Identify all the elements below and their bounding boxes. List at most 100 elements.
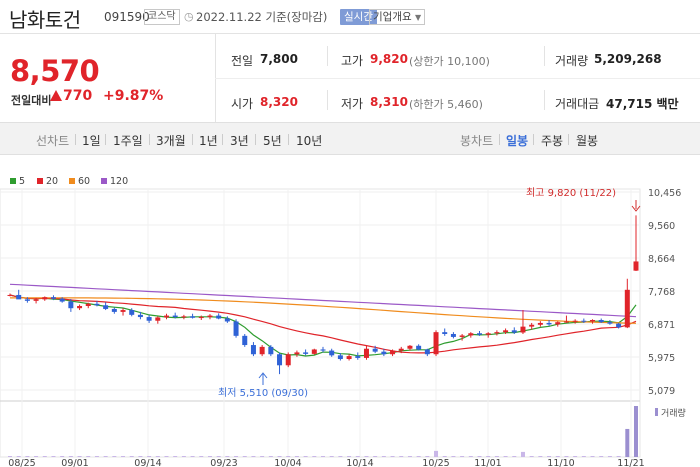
candle-body xyxy=(520,326,526,333)
company-info-dropdown[interactable]: 기업개요 ▼ xyxy=(369,9,426,25)
candle-body xyxy=(111,308,117,312)
legend-item-ma120: 120 xyxy=(101,176,128,187)
volume-bar xyxy=(529,456,534,457)
volume-bar xyxy=(425,456,430,457)
candle-body xyxy=(442,332,448,334)
candle-body xyxy=(503,330,509,333)
volume-bar xyxy=(181,456,186,457)
volume-bar xyxy=(381,456,386,457)
candle-body xyxy=(450,333,456,337)
volume-bar xyxy=(251,456,256,457)
volume-bar xyxy=(8,456,12,457)
candle-body xyxy=(224,318,230,322)
tab-3years[interactable]: 3년 xyxy=(230,134,249,148)
tab-line-chart[interactable]: 선차트 xyxy=(36,134,70,148)
stock-name: 남화토건 xyxy=(9,8,81,32)
candle-body xyxy=(33,299,39,301)
volume-bar xyxy=(164,456,169,457)
volume-bar xyxy=(190,456,195,457)
volume-bar xyxy=(103,456,108,457)
candle-body xyxy=(555,322,561,325)
candle-body xyxy=(120,310,126,312)
tab-weekly[interactable]: 주봉 xyxy=(541,134,564,148)
candle-body xyxy=(303,352,309,354)
high-arrow-head xyxy=(631,205,641,212)
candle-body xyxy=(477,333,482,335)
legend-item-ma5: 5 xyxy=(10,176,25,187)
tab-1day[interactable]: 1일 xyxy=(82,134,101,148)
candle-body xyxy=(268,346,274,355)
candle-body xyxy=(407,345,413,349)
volume-bar xyxy=(51,456,56,457)
candle-body xyxy=(433,332,439,355)
volume-bar xyxy=(68,456,73,457)
volume-bar xyxy=(294,456,299,457)
volume-bar xyxy=(538,456,543,457)
price-change-value: 770 xyxy=(63,88,93,104)
volume-bar xyxy=(216,456,221,457)
candle-body xyxy=(511,330,517,333)
candle-body xyxy=(50,297,56,299)
divider xyxy=(544,46,545,66)
candle-body xyxy=(363,348,369,358)
candle-body xyxy=(24,299,30,301)
candle-body xyxy=(181,316,187,318)
candle-body xyxy=(537,322,543,325)
tab-5years[interactable]: 5년 xyxy=(263,134,282,148)
volume-bar xyxy=(494,456,499,457)
tab-1week[interactable]: 1주일 xyxy=(113,134,143,148)
divider xyxy=(288,134,289,145)
prev-close-value: 7,800 xyxy=(260,52,298,66)
market-badge: 코스닥 xyxy=(144,9,180,25)
divider xyxy=(568,134,569,145)
legend-label: 120 xyxy=(110,176,129,187)
tab-3months[interactable]: 3개월 xyxy=(156,134,186,148)
low-annotation: 최저 5,510 (09/30) xyxy=(218,387,308,399)
tab-10years[interactable]: 10년 xyxy=(296,134,323,148)
candle-body xyxy=(459,335,465,337)
tab-daily[interactable]: 일봉 xyxy=(506,134,529,148)
candle-body xyxy=(468,333,474,336)
upper-limit: (상한가 10,100) xyxy=(409,55,490,68)
volume-bar xyxy=(486,456,491,457)
candle-body xyxy=(277,354,283,366)
volume-bar xyxy=(260,456,265,457)
volume-bar xyxy=(129,456,134,457)
x-tick-label: 11/01 xyxy=(474,458,501,467)
chevron-down-icon: ▼ xyxy=(414,13,422,22)
tab-1year[interactable]: 1년 xyxy=(199,134,218,148)
volume-bar xyxy=(173,456,178,457)
candle-body xyxy=(624,289,630,328)
volume-bar xyxy=(599,456,604,457)
divider xyxy=(544,90,545,110)
volume-bar xyxy=(477,456,482,457)
tab-candle-chart[interactable]: 봉차트 xyxy=(460,134,494,148)
volume-bar xyxy=(86,456,91,457)
prev-close-label: 전일 xyxy=(231,54,254,68)
divider xyxy=(149,134,150,145)
y-tick-label: 6,871 xyxy=(648,320,675,331)
divider xyxy=(222,134,223,145)
quote-date: 2022.11.22 기준(장마감) xyxy=(196,10,328,24)
realtime-button[interactable]: 실시간 xyxy=(340,9,377,25)
x-tick-label: 10/14 xyxy=(346,458,373,467)
candle-body xyxy=(337,355,343,360)
volume-value: 5,209,268 xyxy=(594,52,662,66)
candle-body xyxy=(137,314,143,318)
candle-body xyxy=(311,349,317,354)
divider xyxy=(533,134,534,145)
candle-body xyxy=(94,303,100,306)
candle-body xyxy=(233,321,239,336)
volume-bar xyxy=(416,456,421,457)
y-tick-label: 9,560 xyxy=(648,221,675,232)
volume-bar xyxy=(16,456,21,457)
volume-bar xyxy=(34,456,39,457)
volume-bar xyxy=(616,456,621,457)
candlestick-chart[interactable]: 10,456 9,560 8,664 7,768 6,871 5,975 5,079 08/2… xyxy=(0,177,700,467)
divider xyxy=(499,134,500,145)
tab-monthly[interactable]: 월봉 xyxy=(576,134,599,148)
divider xyxy=(105,134,106,145)
ma60-line xyxy=(10,297,637,324)
stock-header: 남화토건 091590 코스닥 ◷ 2022.11.22 기준(장마감) 실시간… xyxy=(0,0,700,34)
candle-body xyxy=(68,301,74,309)
